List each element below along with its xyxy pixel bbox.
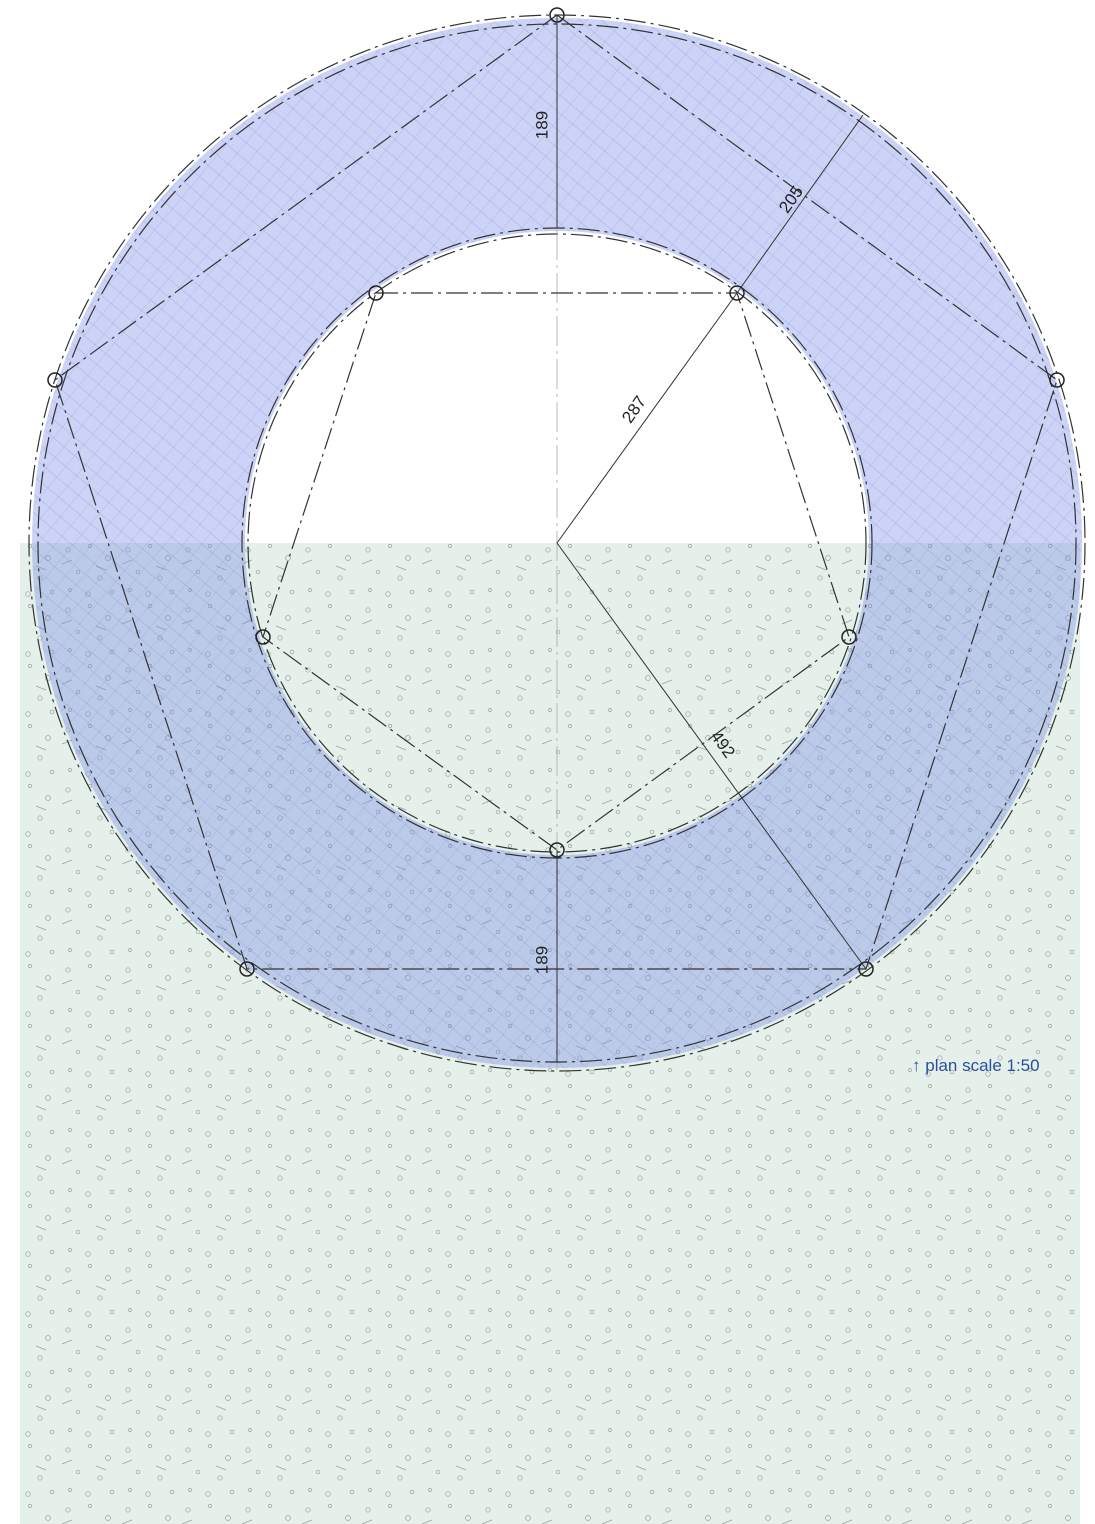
dim-line [736, 114, 864, 294]
north-arrow: ↑ [912, 1056, 921, 1075]
dimension-label: 287 [618, 392, 650, 426]
dimension-label: 189 [532, 946, 551, 974]
scale-text: plan scale 1:50 [925, 1056, 1040, 1075]
dimension-label: 189 [532, 111, 551, 139]
nodes [47, 7, 1065, 977]
dim-line [556, 542, 867, 970]
ring [32, 18, 1083, 1068]
scale-note: ↑ plan scale 1:50 [912, 1056, 1040, 1076]
dim-line [556, 292, 738, 544]
